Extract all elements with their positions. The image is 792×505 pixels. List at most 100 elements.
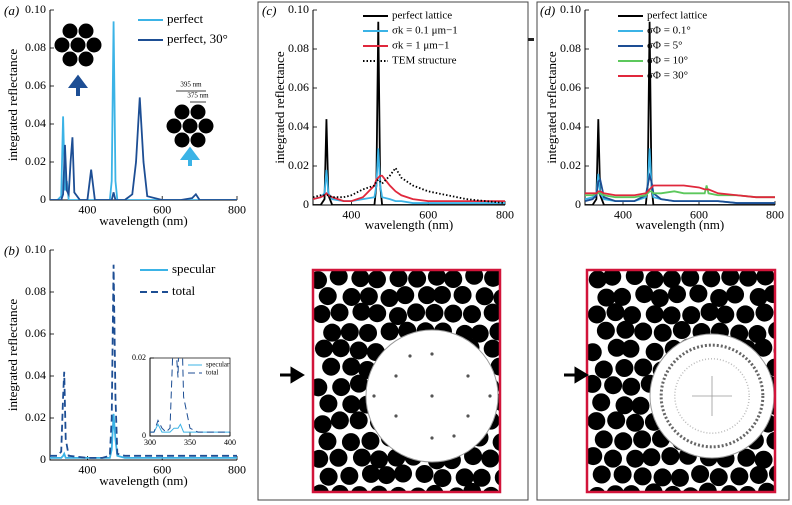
sphere [764, 285, 775, 304]
series-line [313, 148, 505, 204]
sphere [754, 450, 773, 469]
y-axis-label: integrated reflectance [5, 299, 20, 411]
sphere [783, 466, 792, 484]
axis [149, 358, 230, 437]
sphere [587, 305, 606, 324]
sphere [604, 449, 623, 468]
arrow [280, 366, 305, 384]
y-tick-label: 0.04 [25, 116, 46, 130]
sphere [494, 469, 500, 486]
y-axis-label: integrated reflectance [544, 51, 559, 163]
axis [49, 250, 237, 461]
sphere [415, 464, 434, 483]
sphere [716, 305, 735, 324]
sphere [396, 286, 415, 305]
sphere [370, 450, 389, 469]
structure-image [587, 270, 792, 492]
diffraction-ring [674, 358, 750, 434]
sphere [380, 289, 399, 308]
diffraction-spot [430, 436, 434, 440]
diffraction-spot [408, 354, 412, 358]
sphere [350, 486, 368, 492]
series-line [50, 97, 237, 200]
image-frame [311, 268, 502, 494]
sphere [313, 271, 327, 290]
sphere [596, 321, 615, 340]
sphere [691, 465, 710, 484]
sphere [754, 338, 773, 357]
sphere [464, 447, 483, 466]
sphere [613, 465, 632, 484]
sphere [453, 285, 472, 304]
series-line [585, 172, 775, 204]
sphere [319, 467, 338, 486]
sphere [768, 321, 775, 340]
sphere [465, 270, 484, 285]
y-tick-label: 0.08 [560, 41, 581, 55]
sphere [322, 357, 341, 376]
y-tick-label: 0.06 [25, 326, 46, 340]
legend-label: TEM structure [392, 55, 457, 67]
legend-label: specular [172, 261, 216, 276]
sphere [407, 303, 426, 322]
sphere [631, 396, 650, 415]
x-axis-label: wavelength (nm) [365, 217, 453, 232]
sphere [482, 486, 500, 492]
sphere [444, 304, 463, 323]
sphere [472, 468, 491, 487]
series-line [313, 174, 505, 202]
sphere [370, 485, 388, 492]
sphere [622, 306, 641, 325]
x-tick-label: 600 [690, 208, 708, 222]
diffraction-spot [452, 434, 456, 438]
sphere [341, 433, 360, 452]
sphere [509, 429, 527, 447]
sphere [662, 270, 681, 289]
legend-label: perfect lattice [392, 10, 452, 22]
sphere [359, 323, 378, 342]
sphere [645, 270, 664, 289]
sphere [492, 433, 500, 452]
sphere [313, 378, 328, 397]
diffraction-spot [466, 414, 470, 418]
panel-label: (a) [4, 3, 19, 18]
sphere [702, 270, 721, 288]
diffraction-spot [430, 352, 434, 356]
sphere [736, 305, 755, 324]
sphere [313, 484, 329, 492]
y-tick-label: 0.08 [288, 41, 309, 55]
x-tick-label: 600 [419, 208, 437, 222]
sphere [444, 270, 463, 289]
sphere [653, 323, 672, 342]
panel-frame [536, 1, 790, 501]
sphere [588, 270, 607, 289]
sphere [604, 376, 623, 395]
legend-label: σk = 0.1 μm−1 [392, 25, 458, 37]
sphere [503, 486, 521, 504]
sphere [689, 284, 708, 303]
y-tick-label: 0.08 [25, 40, 46, 54]
x-tick-label: 400 [78, 463, 96, 477]
x-tick-label: 350 [184, 438, 196, 447]
sphere [730, 467, 749, 486]
sphere [448, 487, 465, 492]
sphere [635, 285, 654, 304]
y-tick-label: 0 [142, 431, 146, 440]
x-tick-label: 400 [342, 208, 360, 222]
sphere [484, 270, 500, 287]
legend-label: total [206, 369, 218, 377]
y-tick-label: 0.02 [132, 353, 146, 362]
diffraction-spot [372, 394, 376, 398]
sphere [508, 286, 526, 304]
arrow [564, 366, 589, 384]
legend-label: perfect [167, 11, 203, 26]
annotation: 375 nm [187, 92, 209, 100]
series-line [585, 185, 775, 199]
sphere [616, 320, 635, 339]
sphere [642, 448, 661, 467]
sphere [349, 341, 368, 360]
sphere [481, 449, 500, 468]
series-line [150, 423, 230, 433]
y-tick-label: 0.04 [288, 119, 309, 133]
sphere [349, 374, 368, 393]
